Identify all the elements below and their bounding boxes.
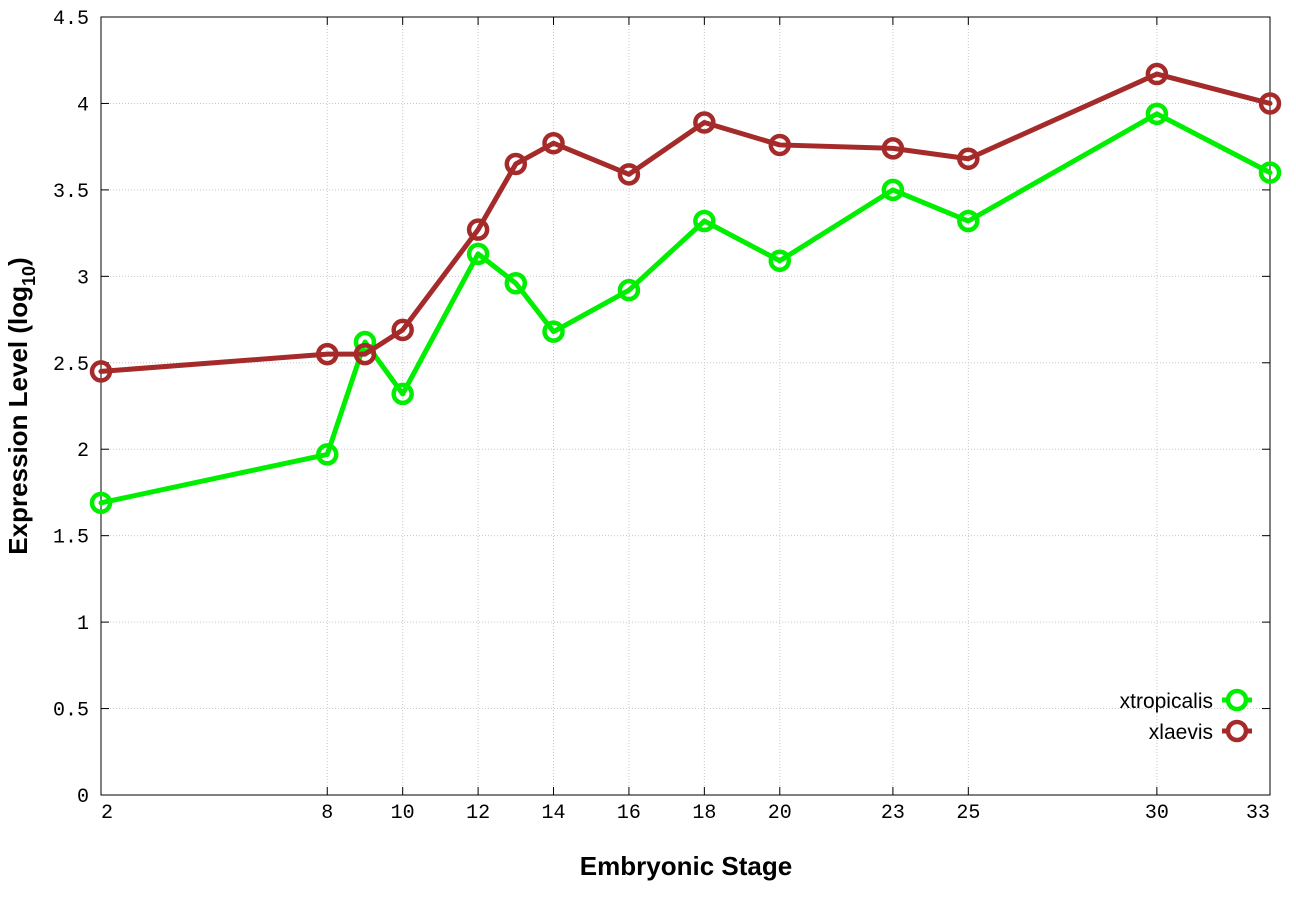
data-point-xtropicalis <box>466 242 490 266</box>
data-point-xlaevis <box>693 111 716 134</box>
x-tick-label: 10 <box>391 802 415 825</box>
data-point-xtropicalis <box>542 320 565 343</box>
data-point-xlaevis <box>542 131 565 155</box>
y-tick-label: 3 <box>77 267 89 290</box>
legend: xtropicalis xlaevis <box>1120 688 1252 744</box>
series-layer <box>89 62 1282 515</box>
plot-frame <box>100 16 1271 796</box>
data-point-xlaevis <box>353 342 377 366</box>
legend-label: xlaevis <box>1149 721 1213 744</box>
y-tick-label: 2 <box>77 440 89 463</box>
x-tick-label: 25 <box>956 802 980 825</box>
x-axis-title: Embryonic Stage <box>580 851 792 881</box>
data-point-xtropicalis <box>957 209 980 233</box>
data-point-xtropicalis <box>1258 161 1282 184</box>
data-point-xlaevis <box>316 342 339 366</box>
legend-marker-xtropicalis <box>1225 688 1249 712</box>
data-point-xtropicalis <box>881 178 905 202</box>
data-point-xtropicalis <box>391 382 414 406</box>
x-tick-label: 14 <box>542 802 566 825</box>
data-point-xtropicalis <box>768 249 792 273</box>
y-tick-label: 2.5 <box>53 354 89 377</box>
x-tick-label: 18 <box>692 802 716 825</box>
x-tick-label: 33 <box>1246 802 1270 825</box>
axis-ticks: 0 0.5 1 1.5 2 2.5 3 3.5 4 4.5 2 8 10 12 14 16 18 20 23 25 30… <box>53 8 1271 825</box>
y-tick-label: 1.5 <box>53 527 89 550</box>
legend-marker-xlaevis <box>1225 719 1249 743</box>
data-point-xtropicalis <box>316 443 339 466</box>
data-point-xlaevis <box>957 147 980 171</box>
x-tick-label: 2 <box>101 802 113 825</box>
data-point-xlaevis <box>89 360 113 383</box>
data-point-xlaevis <box>391 318 414 342</box>
data-point-xlaevis <box>466 218 490 241</box>
y-tick-label: 3.5 <box>53 181 89 204</box>
legend-label: xtropicalis <box>1120 690 1213 713</box>
data-point-xlaevis <box>881 137 905 160</box>
data-point-xlaevis <box>768 133 792 157</box>
data-point-xtropicalis <box>353 330 377 354</box>
x-tick-label: 20 <box>768 802 792 825</box>
y-tick-label: 0.5 <box>53 700 89 723</box>
data-point-xtropicalis <box>617 278 641 302</box>
y-tick-label: 0 <box>77 786 89 809</box>
data-point-xtropicalis <box>89 491 113 515</box>
data-point-xtropicalis <box>693 209 716 233</box>
x-tick-label: 23 <box>881 802 905 825</box>
data-point-xlaevis <box>504 152 528 176</box>
data-point-xlaevis <box>1258 92 1282 115</box>
x-tick-label: 30 <box>1145 802 1169 825</box>
series-line-xtropicalis <box>98 111 1273 506</box>
y-tick-label: 1 <box>77 613 89 636</box>
y-tick-label: 4.5 <box>53 8 89 31</box>
x-tick-label: 16 <box>617 802 641 825</box>
data-point-xtropicalis <box>504 271 528 295</box>
y-axis-title: Expression Level (log10) <box>3 257 39 554</box>
series-line-xlaevis <box>98 71 1273 374</box>
x-tick-label: 12 <box>466 802 490 825</box>
data-point-xlaevis <box>1145 62 1169 86</box>
data-point-xtropicalis <box>1145 102 1169 126</box>
y-tick-label: 4 <box>77 94 89 117</box>
data-point-xlaevis <box>617 163 641 186</box>
x-tick-label: 8 <box>321 802 333 825</box>
